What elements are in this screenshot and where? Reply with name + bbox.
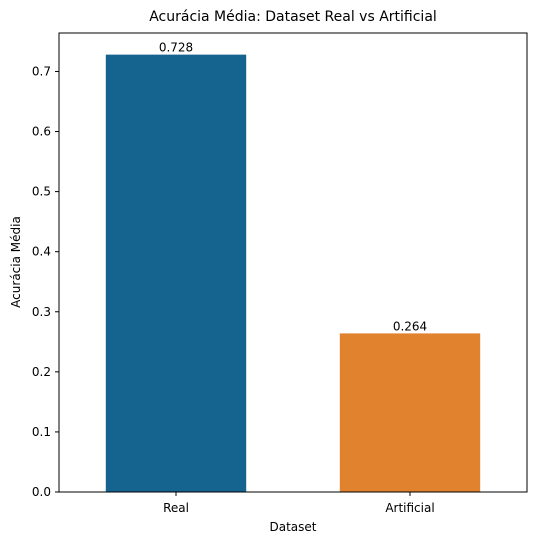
y-tick-label: 0.5	[32, 185, 51, 199]
y-tick-label: 0.1	[32, 425, 51, 439]
chart-title: Acurácia Média: Dataset Real vs Artifici…	[149, 9, 437, 25]
bar-real	[105, 54, 247, 493]
y-tick-label: 0.4	[32, 245, 51, 259]
x-axis-label: Dataset	[270, 520, 317, 534]
plot-frame	[58, 32, 528, 493]
x-tick-label: Real	[163, 501, 189, 515]
y-tick-label: 0.7	[32, 64, 51, 78]
bar-artificial	[339, 333, 481, 492]
y-tick-label: 0.0	[32, 485, 51, 499]
y-axis-ticks: 0.0 0.1 0.2 0.3 0.4 0.5 0.6 0.7	[32, 64, 59, 499]
x-tick-label: Artificial	[385, 501, 434, 515]
bar-value-label: 0.264	[393, 319, 427, 333]
bars: 0.728 0.264	[105, 41, 481, 493]
y-tick-label: 0.2	[32, 365, 51, 379]
y-tick-label: 0.3	[32, 305, 51, 319]
x-axis-ticks: Real Artificial	[163, 492, 435, 515]
bar-value-label: 0.728	[159, 41, 193, 55]
y-tick-label: 0.6	[32, 125, 51, 139]
y-axis-label: Acurácia Média	[9, 216, 23, 308]
